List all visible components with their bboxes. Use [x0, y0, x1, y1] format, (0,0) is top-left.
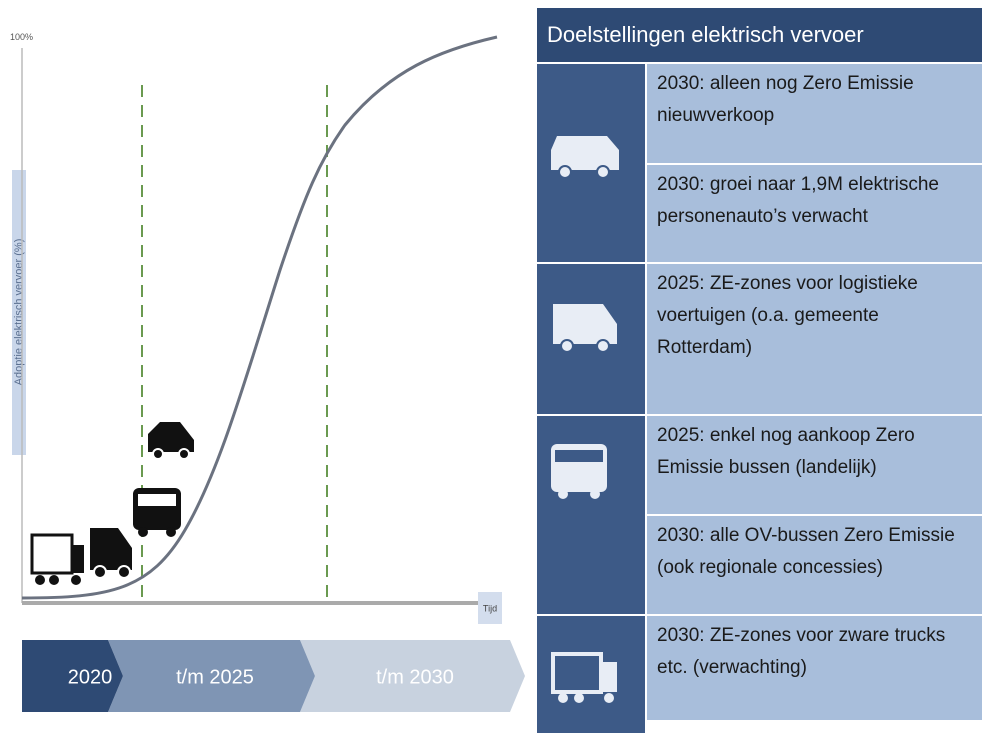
- goal-text: 2025: enkel nog aankoop Zero Emissie bus…: [645, 414, 982, 514]
- truck-icon: [551, 652, 617, 703]
- van-icon: [90, 528, 132, 579]
- timeline-label: t/m 2030: [376, 666, 454, 688]
- car-icon: [551, 136, 619, 179]
- goal-text: 2030: alle OV-bussen Zero Emissie (ook r…: [645, 514, 982, 614]
- car-icon: [148, 422, 194, 460]
- goal-text: 2030: ZE-zones voor zware trucks etc. (v…: [645, 614, 982, 720]
- icon-cell: [537, 614, 645, 733]
- icon-cell: [537, 62, 645, 262]
- icon-cell: [537, 262, 645, 414]
- bus-icon: [133, 488, 181, 537]
- timeline-segment: [22, 640, 123, 712]
- timeline-label: 2020: [68, 666, 113, 688]
- goal-text: 2030: groei naar 1,9M elektrische person…: [645, 163, 982, 262]
- timeline-segment: [300, 640, 525, 712]
- goal-text: 2025: ZE-zones voor logistieke voertuige…: [645, 262, 982, 414]
- s-curve: [21, 35, 498, 600]
- icon-cell: [537, 414, 645, 614]
- timeline-segment: [108, 640, 315, 712]
- truck-icon: [30, 533, 84, 585]
- top-label: 100%: [10, 32, 33, 42]
- goal-text: 2030: alleen nog Zero Emissie nieuwverko…: [645, 62, 982, 163]
- x-label-bg: [478, 592, 502, 624]
- y-axis-label: Adoptie elektrisch vervoer (%): [13, 239, 25, 386]
- table-title: Doelstellingen elektrisch vervoer: [537, 8, 982, 62]
- timeline-label: t/m 2025: [176, 666, 254, 688]
- van-icon: [553, 304, 617, 353]
- x-axis-label: Tijd: [483, 603, 497, 613]
- bus-icon: [551, 444, 607, 499]
